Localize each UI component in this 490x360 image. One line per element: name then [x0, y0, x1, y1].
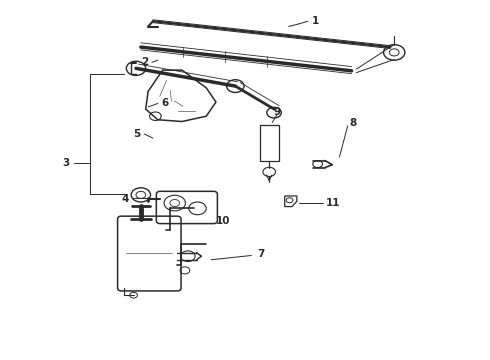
Text: 8: 8	[349, 118, 356, 128]
Text: 3: 3	[62, 158, 70, 168]
Text: 4: 4	[121, 194, 128, 204]
Text: 10: 10	[216, 216, 230, 226]
Bar	[260, 125, 279, 161]
Text: 6: 6	[161, 98, 169, 108]
Text: 11: 11	[326, 198, 341, 208]
Text: 1: 1	[312, 16, 319, 26]
Text: 7: 7	[257, 249, 264, 260]
Text: 5: 5	[133, 129, 140, 139]
Text: 9: 9	[273, 107, 281, 117]
Text: 2: 2	[142, 57, 149, 67]
